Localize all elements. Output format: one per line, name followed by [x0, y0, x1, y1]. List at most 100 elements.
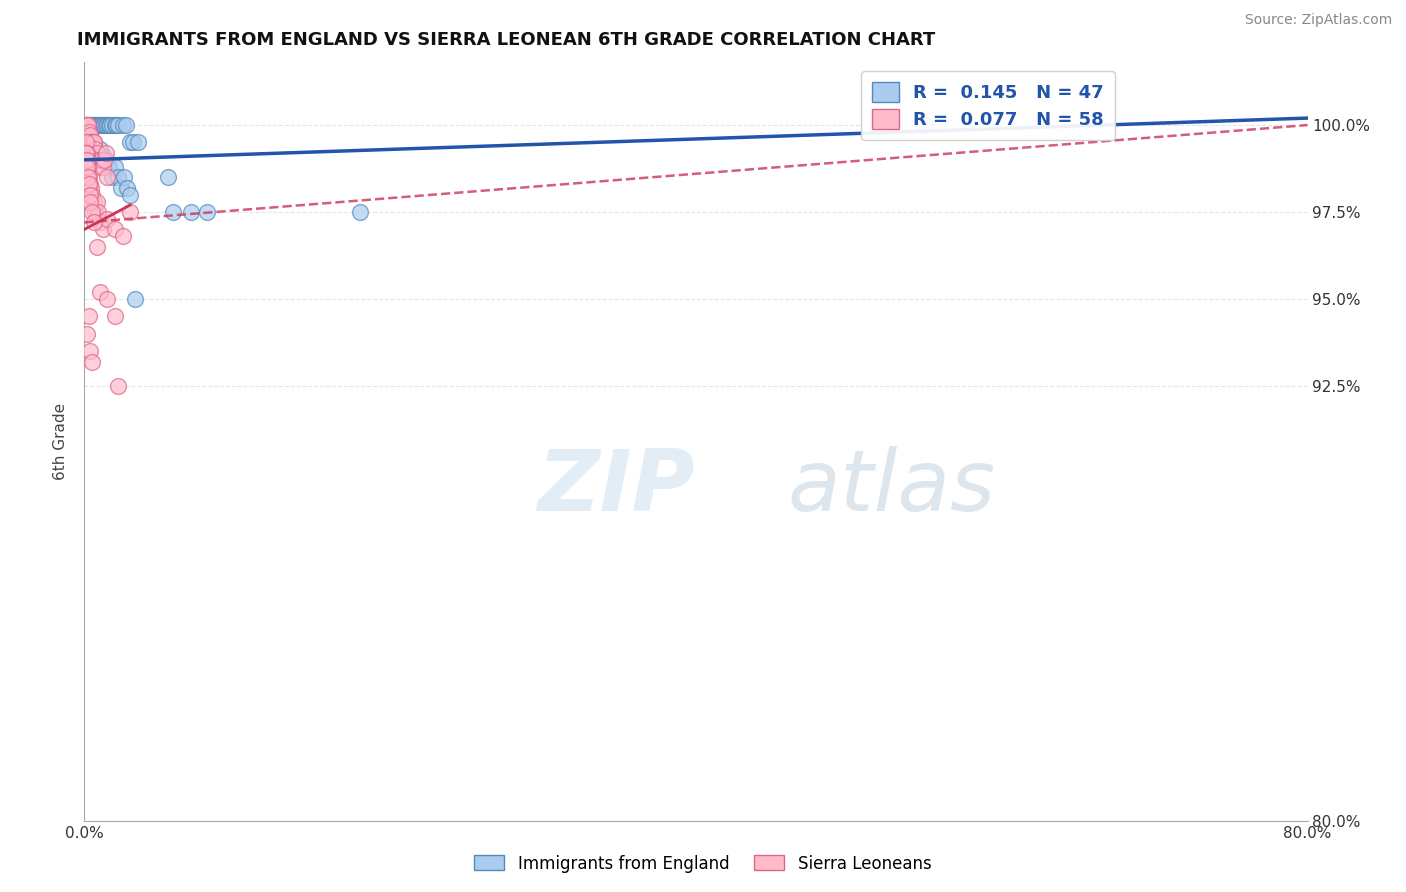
Point: [75, 136, 97, 150]
Point: [195, 205, 218, 219]
Point: [84, 142, 107, 156]
Point: [87, 118, 110, 132]
Point: [77, 160, 100, 174]
Point: [79, 128, 101, 143]
Point: [80, 354, 103, 368]
Point: [124, 292, 146, 306]
Text: atlas: atlas: [787, 445, 995, 529]
Point: [77, 125, 100, 139]
Point: [122, 136, 145, 150]
Point: [76, 118, 98, 132]
Point: [89, 118, 111, 132]
Text: ZIP: ZIP: [537, 445, 695, 529]
Point: [96, 292, 118, 306]
Point: [86, 194, 108, 209]
Point: [89, 285, 111, 299]
Point: [83, 118, 105, 132]
Point: [94, 118, 117, 132]
Point: [111, 118, 134, 132]
Point: [77, 170, 100, 185]
Point: [114, 118, 136, 132]
Point: [96, 118, 118, 132]
Point: [87, 153, 110, 167]
Point: [83, 142, 105, 156]
Point: [107, 118, 129, 132]
Point: [79, 118, 101, 132]
Point: [349, 205, 371, 219]
Point: [77, 118, 100, 132]
Point: [104, 160, 127, 174]
Point: [80, 205, 103, 219]
Point: [91, 160, 114, 174]
Point: [104, 222, 127, 236]
Point: [105, 118, 128, 132]
Point: [83, 136, 105, 150]
Point: [101, 170, 124, 185]
Point: [96, 211, 118, 226]
Point: [76, 145, 98, 160]
Point: [75, 118, 97, 132]
Point: [79, 194, 101, 209]
Point: [107, 170, 129, 185]
Point: [79, 187, 101, 202]
Point: [90, 118, 112, 132]
Point: [180, 205, 202, 219]
Point: [93, 118, 115, 132]
Point: [86, 240, 108, 254]
Point: [914, 118, 936, 132]
Point: [80, 187, 103, 202]
Y-axis label: 6th Grade: 6th Grade: [53, 403, 69, 480]
Point: [112, 170, 135, 185]
Point: [89, 142, 111, 156]
Point: [77, 118, 100, 132]
Text: IMMIGRANTS FROM ENGLAND VS SIERRA LEONEAN 6TH GRADE CORRELATION CHART: IMMIGRANTS FROM ENGLAND VS SIERRA LEONEA…: [77, 31, 935, 49]
Point: [76, 153, 98, 167]
Point: [80, 118, 103, 132]
Point: [104, 118, 127, 132]
Point: [97, 160, 120, 174]
Point: [80, 142, 103, 156]
Point: [115, 180, 138, 194]
Point: [90, 153, 112, 167]
Point: [79, 344, 101, 359]
Point: [77, 177, 100, 191]
Point: [120, 136, 142, 150]
Point: [79, 177, 101, 191]
Point: [83, 194, 105, 209]
Point: [86, 145, 108, 160]
Point: [93, 153, 115, 167]
Point: [86, 145, 108, 160]
Point: [79, 136, 101, 150]
Point: [83, 215, 105, 229]
Point: [76, 118, 98, 132]
Point: [162, 205, 184, 219]
Point: [96, 170, 118, 185]
Point: [127, 136, 149, 150]
Point: [101, 118, 124, 132]
Point: [84, 153, 107, 167]
Point: [75, 145, 97, 160]
Point: [94, 153, 117, 167]
Point: [120, 187, 142, 202]
Point: [87, 205, 110, 219]
Point: [86, 118, 108, 132]
Point: [84, 118, 107, 132]
Point: [110, 180, 132, 194]
Point: [94, 145, 117, 160]
Point: [97, 118, 120, 132]
Point: [79, 187, 101, 202]
Text: Source: ZipAtlas.com: Source: ZipAtlas.com: [1244, 13, 1392, 28]
Point: [80, 180, 103, 194]
Point: [91, 118, 114, 132]
Legend: Immigrants from England, Sierra Leoneans: Immigrants from England, Sierra Leoneans: [468, 848, 938, 880]
Point: [98, 118, 121, 132]
Point: [84, 205, 107, 219]
Point: [83, 136, 105, 150]
Point: [76, 118, 98, 132]
Point: [76, 153, 98, 167]
Point: [157, 170, 180, 185]
Point: [77, 170, 100, 185]
Point: [76, 326, 98, 341]
Point: [80, 136, 103, 150]
Point: [82, 142, 104, 156]
